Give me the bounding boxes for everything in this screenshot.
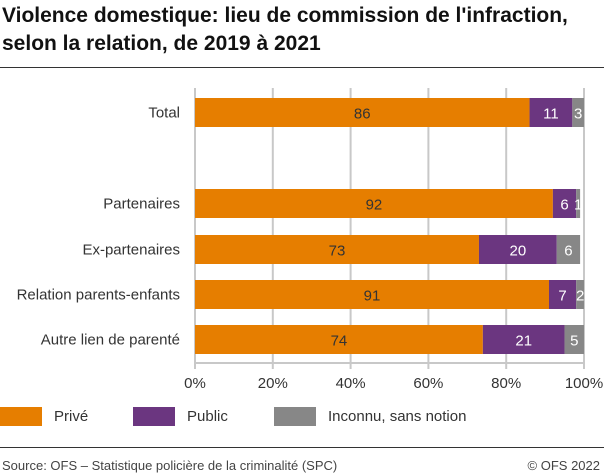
bar-segment <box>195 98 530 127</box>
bar-segment <box>195 325 483 354</box>
chart-title: Violence domestique: lieu de commission … <box>2 4 568 55</box>
legend-item-prive: Privé <box>0 407 88 426</box>
title-divider <box>0 67 604 68</box>
bar-segment <box>195 189 553 218</box>
x-tick-label: 80% <box>491 375 521 392</box>
data-label: 92 <box>366 197 383 214</box>
legend-item-public: Public <box>133 407 228 426</box>
category-label: Autre lien de parenté <box>41 332 180 349</box>
x-tick-label: 100% <box>565 375 603 392</box>
data-label: 5 <box>570 333 578 350</box>
bar-segment <box>548 280 577 309</box>
data-label: 91 <box>364 288 381 305</box>
bar-chart: 0% 20% 40% 60% 80% 100% Total 86 11 3 Partenaires 9… <box>17 88 603 392</box>
category-label: Partenaires <box>103 196 180 213</box>
legend-label: Inconnu, sans notion <box>328 408 467 425</box>
category-label: Total <box>148 105 180 122</box>
bar-segment <box>529 98 573 127</box>
legend-swatch <box>274 407 316 426</box>
data-label: 21 <box>515 333 532 350</box>
data-label: 74 <box>331 333 348 350</box>
data-label: 3 <box>574 106 582 123</box>
source-note: Source: OFS – Statistique policière de l… <box>2 458 338 473</box>
data-label: 11 <box>543 106 559 123</box>
data-label: 86 <box>354 106 371 123</box>
footer-divider <box>0 447 604 448</box>
category-label: Ex-partenaires <box>82 242 180 259</box>
data-label: 1 <box>574 197 582 214</box>
legend-label: Public <box>187 408 228 425</box>
x-tick-label: 60% <box>413 375 443 392</box>
copyright: © OFS 2022 <box>527 458 600 473</box>
bar-segment <box>552 189 577 218</box>
category-label: Relation parents-enfants <box>17 287 180 304</box>
bar-segment <box>576 280 584 309</box>
bar-segment <box>478 235 557 264</box>
bar-segment <box>564 325 584 354</box>
x-tick-label: 0% <box>184 375 206 392</box>
legend-item-inconnu: Inconnu, sans notion <box>274 407 466 426</box>
bar-segment <box>576 189 581 218</box>
data-label: 6 <box>560 197 568 214</box>
data-label: 20 <box>510 243 527 260</box>
x-tick-label: 40% <box>336 375 366 392</box>
legend-label: Privé <box>54 408 89 425</box>
bar-segment <box>556 235 581 264</box>
x-tick-label: 20% <box>258 375 288 392</box>
legend-swatch <box>0 407 42 426</box>
data-label: 2 <box>576 288 584 305</box>
data-label: 73 <box>329 243 346 260</box>
data-label: 6 <box>564 243 572 260</box>
data-label: 7 <box>558 288 566 305</box>
bar-segment <box>195 235 479 264</box>
legend-swatch <box>133 407 175 426</box>
bar-segment <box>195 280 549 309</box>
bar-segment <box>572 98 584 127</box>
bar-segment <box>482 325 565 354</box>
